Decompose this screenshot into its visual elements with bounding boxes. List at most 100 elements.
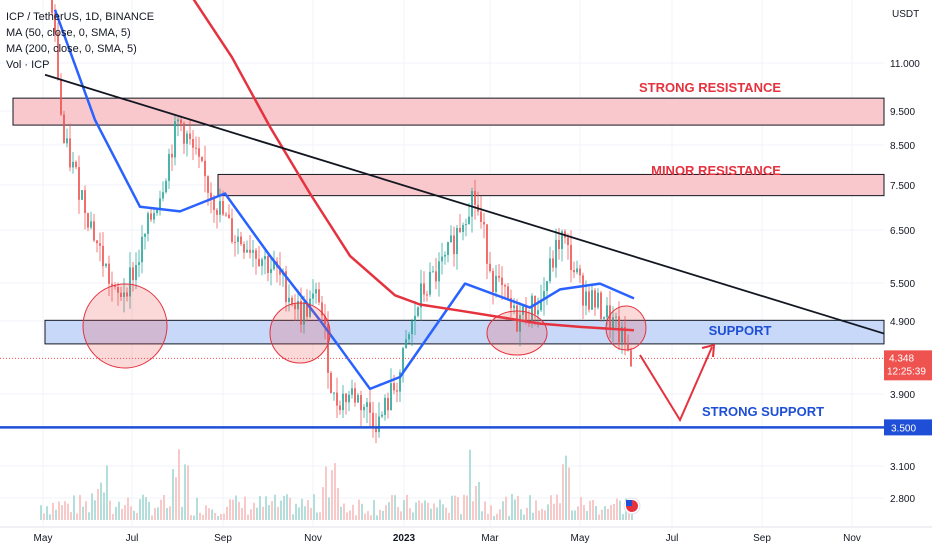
strong-support-tag[interactable] [884,419,932,436]
volume-bar [370,515,372,520]
volume-bar [292,514,294,520]
ma200-line[interactable] [185,0,635,332]
time-tick-label: Sep [753,533,771,544]
volume-bar [460,514,462,520]
candle [432,265,434,273]
candle [549,246,551,284]
candle-body [348,394,350,403]
candle [339,400,341,415]
candle-body [453,235,455,255]
support-touch-ellipse[interactable] [605,305,647,351]
support-touch-ellipse[interactable] [269,302,331,364]
ma50-line[interactable] [53,9,635,391]
candle-body [519,314,521,332]
current-price-tag[interactable] [884,350,932,381]
volume-bar [388,502,390,520]
volume-bar [334,463,336,520]
candle-body [441,256,443,262]
candle [81,190,83,201]
price-axis[interactable]: USDT 11.000 9.500 8.500 7.500 6.500 5.500 4.900… [890,9,920,505]
candle [450,225,452,244]
time-tick-label: Mar [481,533,499,544]
volume-bar [382,510,384,520]
us-flag-icon[interactable] [623,497,641,515]
support-zone[interactable] [44,319,885,345]
candle-body [582,275,584,306]
volume-bar [166,508,168,520]
projection-path[interactable] [639,346,713,423]
volume-bar [499,509,501,520]
candle-body [555,239,557,268]
candle [345,392,347,415]
descending-trendline[interactable] [44,73,885,335]
volume-bar [145,497,147,520]
volume-bar [157,507,159,520]
candle-body [306,302,308,317]
time-axis[interactable]: May Jul Sep Nov 2023 Mar May Jul Sep Nov [0,526,932,544]
legend-volume[interactable]: Vol · ICP [6,59,50,71]
volume-bar [475,485,477,520]
volume-bar [124,505,126,520]
candle [84,185,86,230]
candle-body [327,324,329,373]
candle [408,332,410,344]
volume-bar [487,513,489,520]
support-touch-ellipse[interactable] [486,310,548,356]
candle-body [621,326,623,343]
volume-bar [511,494,513,520]
candle-countdown: 12:25:39 [887,366,926,377]
candle-body [360,395,362,411]
legend-symbol[interactable]: ICP / TetherUS, 1D, BINANCE [6,11,155,23]
candle [483,212,485,239]
candle [102,232,104,277]
volume-bar [586,511,588,520]
candle [195,136,197,155]
volume-bar [175,477,177,520]
candle-body [429,271,431,295]
candle-body [189,133,191,139]
volume-bar [178,449,180,520]
volume-bar [445,507,447,520]
candle [132,261,134,292]
volume-bar [79,494,81,520]
candle-body [426,294,428,296]
support-touch-ellipse[interactable] [82,283,168,369]
candle-body [345,393,347,403]
candle [150,207,152,222]
candle-body [171,153,173,158]
volume-bar [568,467,570,520]
volume-bar [328,497,330,520]
volume-bar [442,504,444,520]
volume-bar [331,470,333,520]
price-tick-label: 9.500 [890,107,915,118]
candle [114,282,116,290]
candle [189,119,191,145]
volume-bar [556,494,558,520]
candle [87,212,89,232]
volume-bar [613,503,615,520]
minor-resistance-zone[interactable] [217,173,885,197]
volume-bar [187,465,189,520]
volume-bar [70,512,72,520]
candle [621,321,623,354]
candle-body [324,315,326,325]
candle-body [537,310,539,315]
legend-ma200[interactable]: MA (200, close, 0, SMA, 5) [6,43,137,55]
legend-ma50[interactable]: MA (50, close, 0, SMA, 5) [6,27,131,39]
volume-bar [55,509,57,520]
candle-body [480,211,482,222]
volume-bar [532,512,534,520]
candle [135,252,137,290]
candle-body [108,263,110,284]
candle-body [135,264,137,281]
strong-resistance-zone[interactable] [12,97,885,126]
candle-body [270,269,272,274]
candle [498,264,500,282]
volume-bar [628,510,630,520]
candle-body [180,119,182,124]
volume-bar [346,512,348,520]
volume-bar [523,514,525,520]
price-tags: 4.348 12:25:39 3.500 [884,350,932,436]
candle-body [522,306,524,315]
